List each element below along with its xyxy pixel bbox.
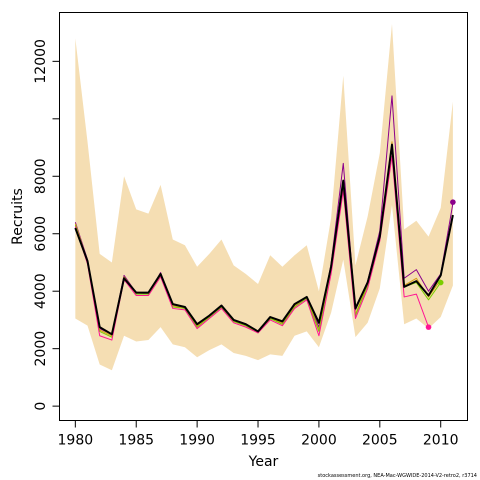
- x-axis-title: Year: [248, 454, 279, 470]
- x-tick-label: 1985: [118, 433, 154, 449]
- x-tick-label: 2000: [301, 433, 337, 449]
- y-tick-label: 6000: [33, 216, 49, 252]
- y-tick-label: 2000: [33, 331, 49, 367]
- endpoint-marker-2: [425, 324, 432, 330]
- x-axis: 1980 1985 1990 1995 2000 2005 2010: [58, 420, 459, 449]
- series-line-4: [74, 155, 429, 341]
- x-tick-label: 1995: [240, 433, 276, 449]
- endpoint-layer: [425, 199, 456, 330]
- y-tick-label: 8000: [33, 158, 49, 194]
- x-tick-label: 1980: [58, 433, 94, 449]
- x-tick-label: 2010: [423, 433, 459, 449]
- y-axis-title: Recruits: [10, 188, 26, 245]
- series-layer: [74, 95, 454, 341]
- y-tick-label: 0: [33, 402, 49, 411]
- confidence-band-layer: [75, 23, 453, 371]
- x-tick-label: 1990: [179, 433, 215, 449]
- footer-credit: stockassessment.org, NEA-Mac-WGWIDE-2014…: [317, 473, 477, 479]
- series-line-0: [74, 143, 454, 336]
- confidence-band: [75, 23, 453, 371]
- endpoint-marker-1: [437, 279, 444, 286]
- x-tick-label: 2005: [362, 433, 398, 449]
- y-tick-label: 4000: [33, 273, 49, 309]
- endpoint-marker-0: [450, 199, 456, 205]
- y-tick-label: 12000: [33, 39, 49, 84]
- y-axis: 0 2000 4000 6000 8000 12000: [33, 39, 60, 411]
